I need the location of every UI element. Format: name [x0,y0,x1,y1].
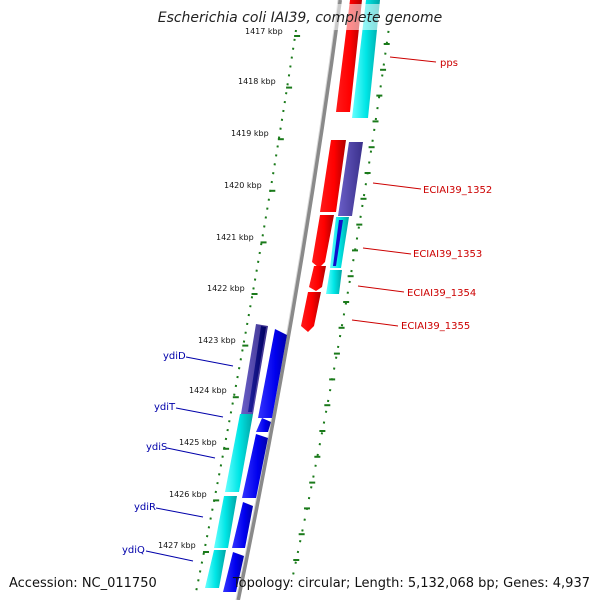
outer-ring-line [291,19,391,581]
ruler-label-1421: 1421 kbp [216,233,254,242]
ruler-label-1423: 1423 kbp [198,336,236,345]
gene-1353-blue[interactable] [333,220,343,266]
gene-ydiD-navy[interactable] [248,326,266,412]
gene-1355-red[interactable] [301,292,321,332]
gene-ydiQ-cyan[interactable] [205,550,226,588]
label-ECIAI39_1352[interactable]: ECIAI39_1352 [423,185,492,196]
gene-ydiT-blue[interactable] [256,418,271,432]
leader-pps [389,56,437,63]
ruler-label-1418: 1418 kbp [238,77,276,86]
gene-ydiR-blue[interactable] [232,502,253,548]
label-pps[interactable]: pps [440,58,458,69]
ruler-ticks [203,35,301,553]
gene-1354-cyan[interactable] [326,270,342,294]
label-ECIAI39_1355[interactable]: ECIAI39_1355 [401,321,470,332]
ruler-label-1425: 1425 kbp [179,438,217,447]
ruler-labels: 1417 kbp 1418 kbp 1419 kbp 1420 kbp 1421… [158,27,283,550]
gene-ydiD-blue[interactable] [258,329,287,418]
ruler-label-1427: 1427 kbp [158,541,196,550]
label-ECIAI39_1353[interactable]: ECIAI39_1353 [413,249,482,260]
label-ydiQ[interactable]: ydiQ [122,545,145,556]
ruler-label-1420: 1420 kbp [224,181,262,190]
gene-ydiT-cyan[interactable] [225,414,253,492]
backbone-highlight [235,0,339,601]
outer-ticks [293,43,390,561]
leader-ECIAI39_1354 [357,285,405,293]
gene-1352-purple[interactable] [338,142,363,216]
gene-ydiQ-blue[interactable] [223,552,244,592]
leader-ydiR [155,507,204,518]
genome-summary-text: Topology: circular; Length: 5,132,068 bp… [232,576,590,591]
gene-1354-red[interactable] [309,266,326,291]
gene-ydiR-cyan[interactable] [214,496,237,548]
leader-ECIAI39_1353 [362,247,412,255]
title-backdrop [150,4,450,30]
reverse-gene-labels: ydiD ydiT ydiS ydiR ydiQ [122,351,234,562]
leader-ydiD [185,356,234,367]
label-ydiT[interactable]: ydiT [154,402,176,413]
map-title: Escherichia coli IAI39, complete genome [158,10,443,26]
forward-strand-genes [301,0,380,332]
label-ydiS[interactable]: ydiS [146,442,167,453]
leader-ECIAI39_1352 [372,182,422,190]
leader-ydiT [175,407,224,418]
ruler-label-1422: 1422 kbp [207,284,245,293]
forward-gene-labels: pps ECIAI39_1352 ECIAI39_1353 ECIAI39_13… [351,56,492,332]
gene-ydiS-blue[interactable] [242,434,268,498]
reverse-strand-genes [205,324,287,592]
gene-1352-red[interactable] [320,140,346,212]
leader-ydiS [166,447,216,459]
label-ECIAI39_1354[interactable]: ECIAI39_1354 [407,288,476,299]
gene-1353-red[interactable] [312,215,334,268]
accession-text: Accession: NC_011750 [9,576,157,591]
ruler-label-1419: 1419 kbp [231,129,269,138]
backbone-line [236,0,342,601]
leader-ECIAI39_1355 [351,319,399,327]
leader-ydiQ [145,550,194,562]
ruler-line [195,29,297,593]
label-ydiD[interactable]: ydiD [163,351,186,362]
ruler-label-1417: 1417 kbp [245,27,283,36]
ruler-label-1424: 1424 kbp [189,386,227,395]
ruler-label-1426: 1426 kbp [169,490,207,499]
label-ydiR[interactable]: ydiR [134,502,156,513]
